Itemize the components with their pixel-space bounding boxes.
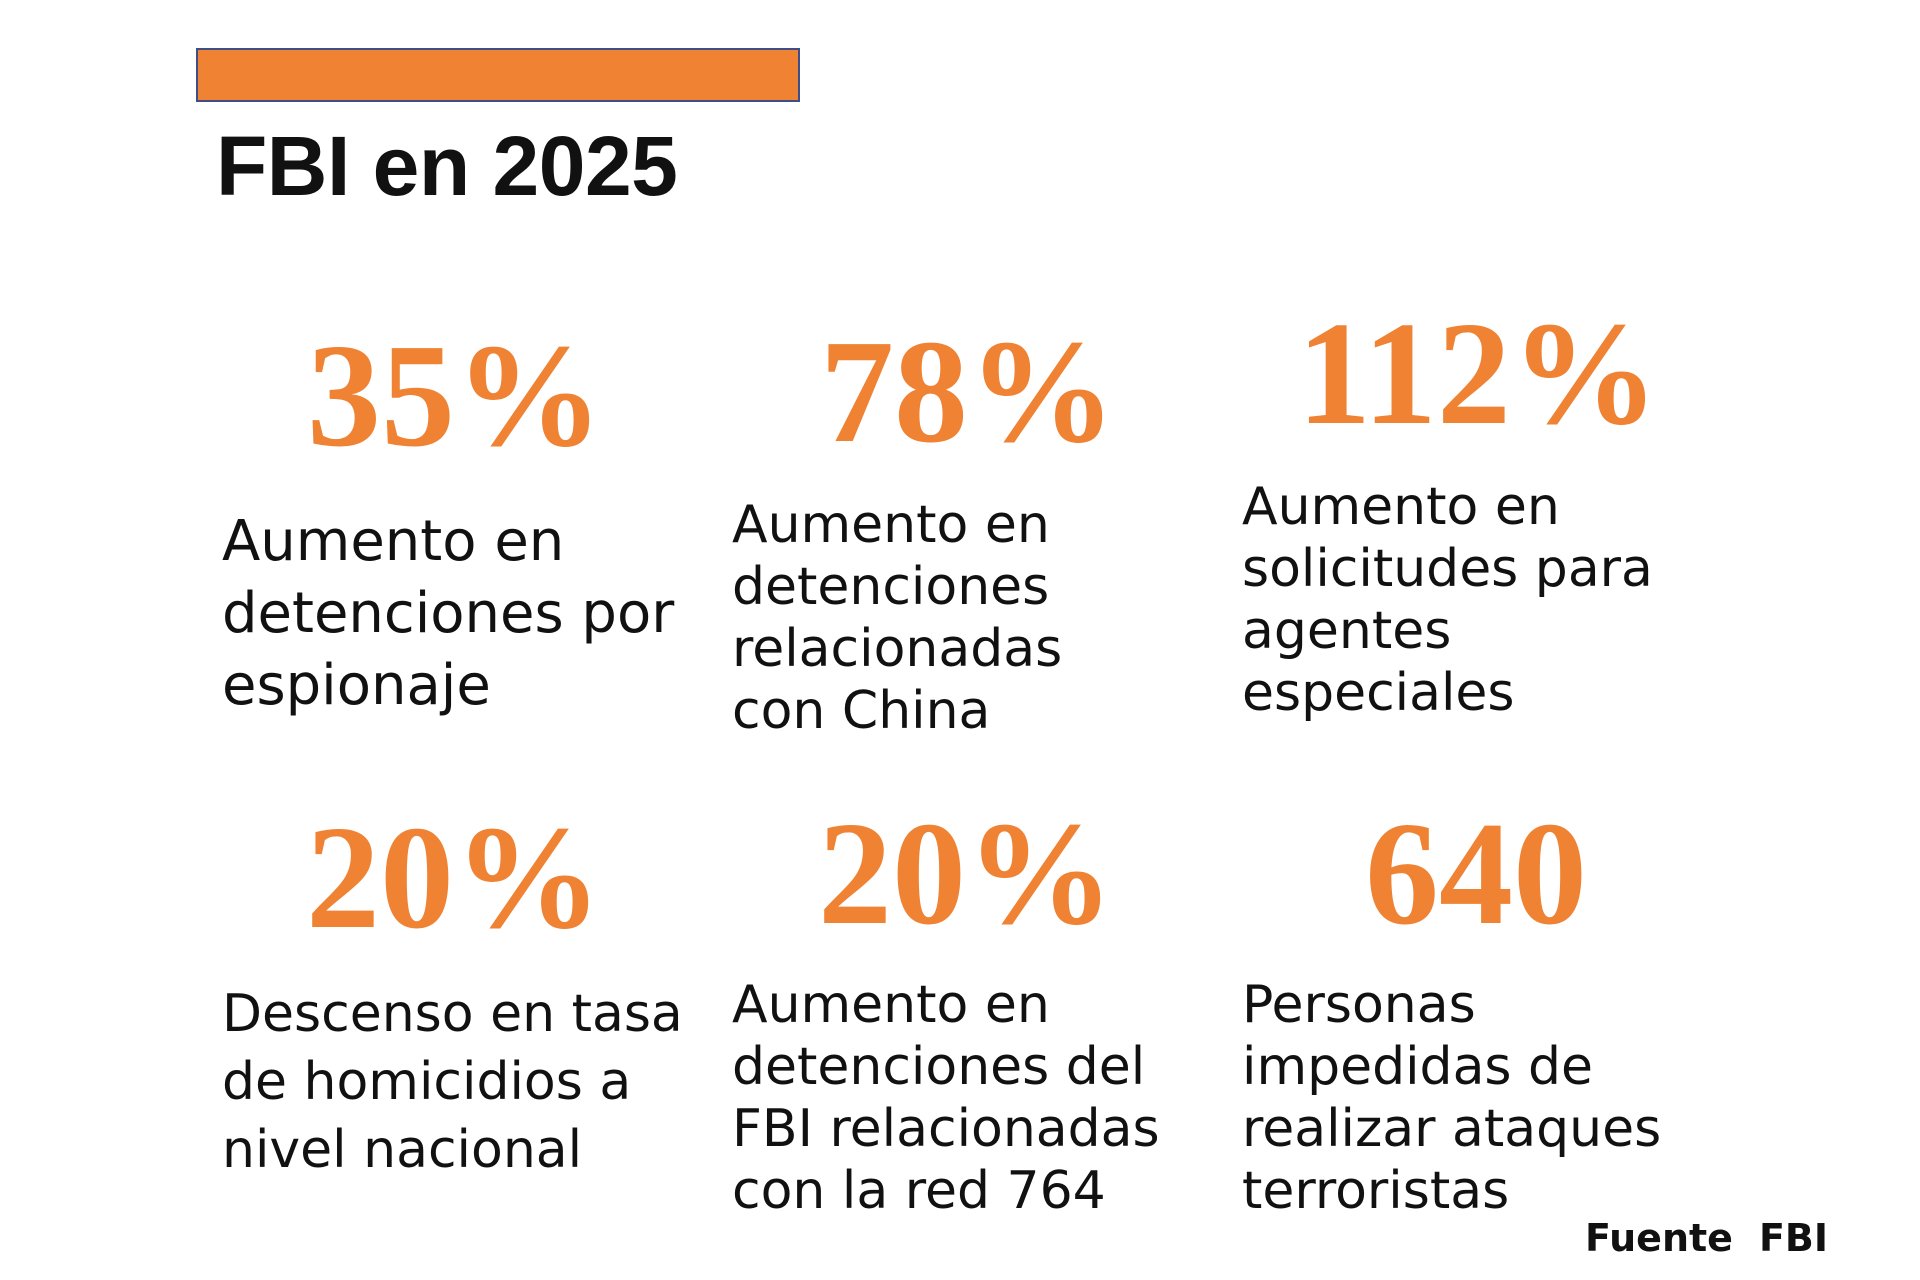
stat-description-ataques: Personas impedidas de realizar ataques t…	[1242, 974, 1661, 1222]
stat-description-homicidios: Descenso en tasa de homicidios a nivel n…	[222, 980, 683, 1184]
stat-description-line: impedidas de	[1242, 1037, 1594, 1097]
stat-description-china: Aumento en detenciones relacionadas con …	[732, 494, 1062, 742]
stat-description-line: relacionadas	[732, 619, 1063, 679]
stat-value-ataques: 640	[1365, 792, 1587, 956]
stat-description-line: espionaje	[222, 653, 491, 718]
stat-description-line: Aumento en	[222, 509, 565, 574]
stat-description-red-764: Aumento en detenciones del FBI relaciona…	[732, 974, 1160, 1222]
stat-description-line: Aumento en	[732, 495, 1050, 555]
stat-description-line: FBI relacionadas	[732, 1099, 1160, 1159]
stat-value-red-764: 20%	[818, 792, 1114, 956]
stat-description-line: especiales	[1242, 663, 1515, 723]
stat-value-agentes: 112%	[1297, 292, 1659, 456]
stat-description-line: de homicidios a	[222, 1052, 632, 1112]
stat-description-espionaje: Aumento en detenciones por espionaje	[222, 506, 674, 722]
stat-description-line: Aumento en	[1242, 477, 1560, 537]
source-credit: Fuente FBI	[1585, 1216, 1828, 1260]
stat-description-line: realizar ataques	[1242, 1099, 1662, 1159]
stat-description-line: detenciones del	[732, 1037, 1146, 1097]
stat-value-china: 78%	[820, 310, 1116, 474]
stat-description-line: detenciones por	[222, 581, 675, 646]
stat-description-line: con China	[732, 681, 991, 741]
stat-description-line: solicitudes para	[1242, 539, 1653, 599]
stat-value-espionaje: 35%	[307, 314, 603, 478]
stat-description-line: detenciones	[732, 557, 1050, 617]
source-label: Fuente	[1585, 1216, 1733, 1260]
stat-description-line: Aumento en	[732, 975, 1050, 1035]
accent-bar	[196, 48, 800, 102]
stat-description-agentes: Aumento en solicitudes para agentes espe…	[1242, 476, 1653, 724]
stat-description-line: Personas	[1242, 975, 1476, 1035]
stat-description-line: Descenso en tasa	[222, 984, 683, 1044]
source-name: FBI	[1758, 1216, 1828, 1260]
stat-description-line: terroristas	[1242, 1161, 1510, 1221]
stat-value-homicidios: 20%	[306, 796, 602, 960]
stat-description-line: agentes	[1242, 601, 1452, 661]
page-title: FBI en 2025	[216, 119, 678, 213]
stat-description-line: con la red 764	[732, 1161, 1106, 1221]
stat-description-line: nivel nacional	[222, 1120, 583, 1180]
